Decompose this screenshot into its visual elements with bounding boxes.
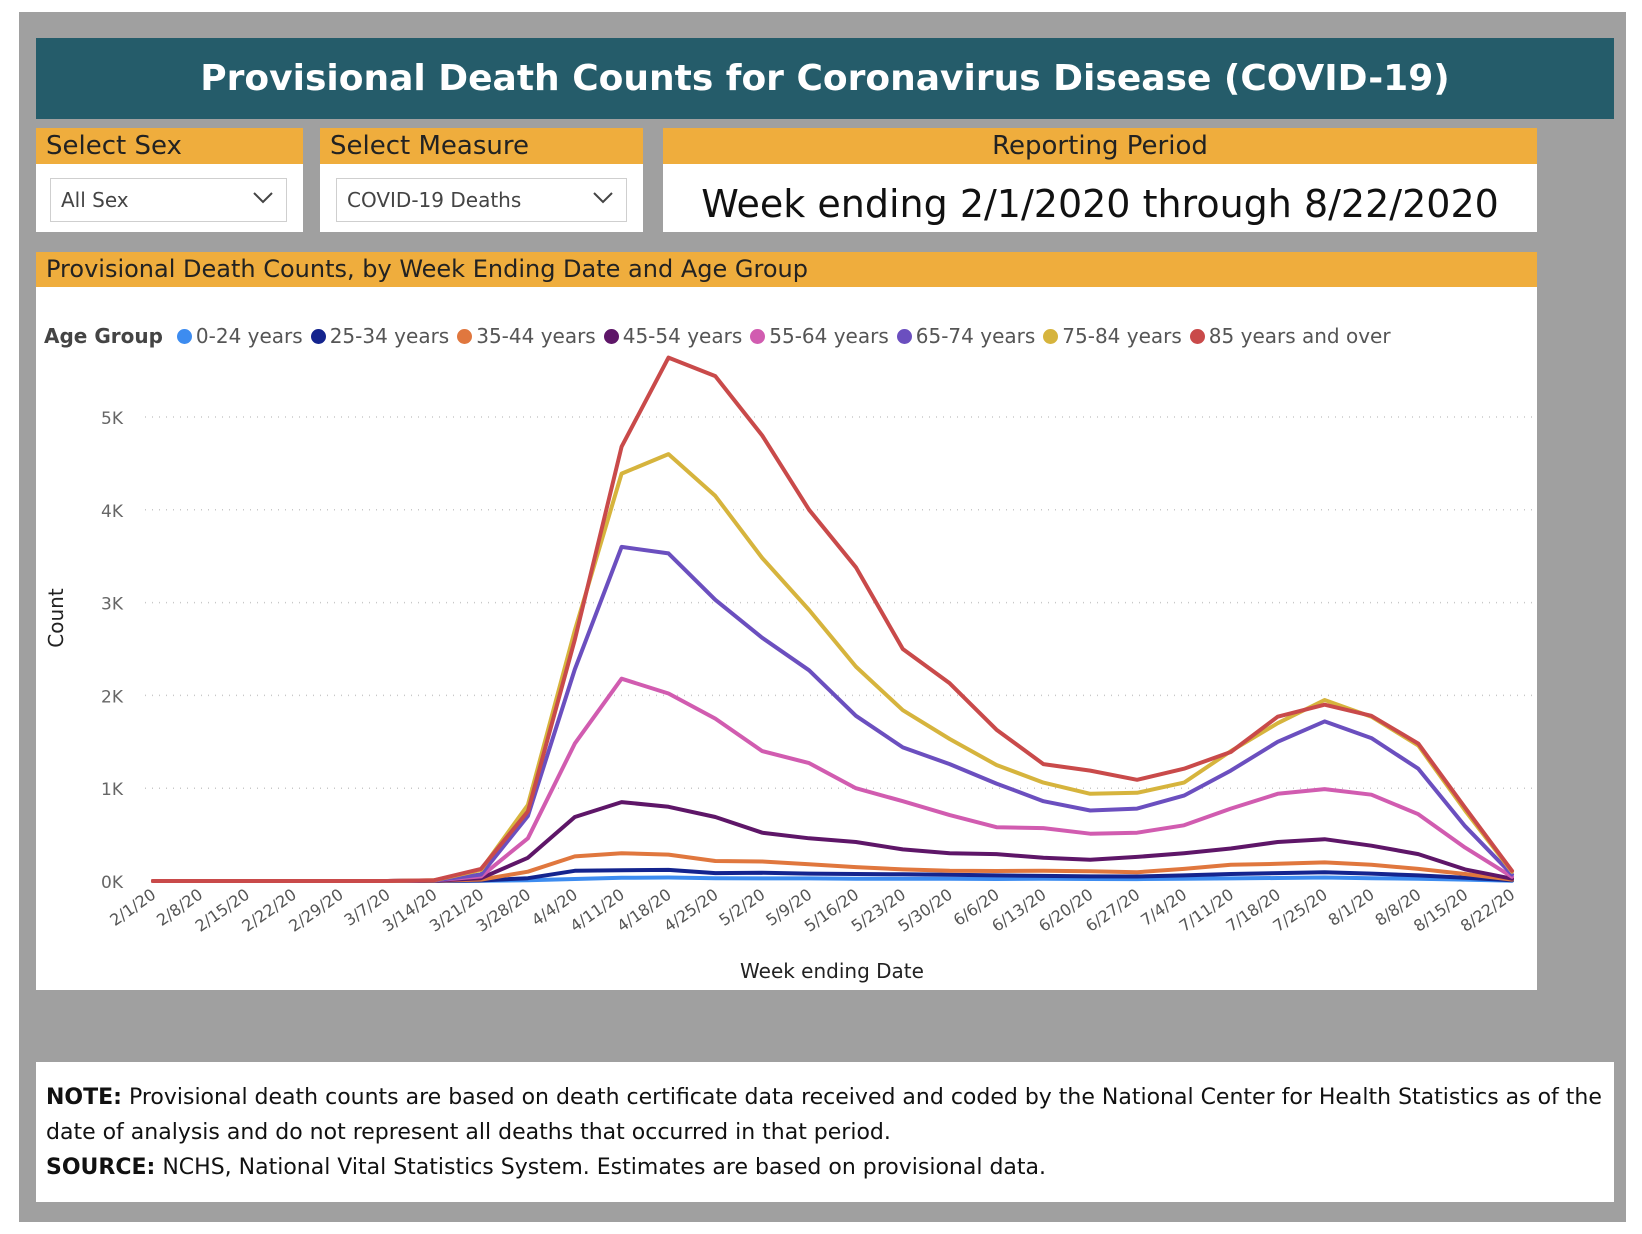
measure-dropdown-value: COVID-19 Deaths — [347, 188, 522, 212]
source-text: NCHS, National Vital Statistics System. … — [162, 1155, 1047, 1180]
x-tick-label: 2/29/20 — [285, 885, 346, 936]
legend-title: Age Group — [44, 324, 163, 348]
measure-filter-label: Select Measure — [320, 128, 643, 164]
chart-legend: Age Group 0-24 years 25-34 years 35-44 yea… — [44, 322, 1399, 350]
legend-label: 0-24 years — [195, 324, 303, 348]
sex-dropdown-value: All Sex — [61, 188, 129, 212]
legend-label: 25-34 years — [329, 324, 450, 348]
y-tick-label: 0K — [101, 873, 124, 893]
series-line-3 — [151, 800, 1514, 883]
page-title-text: Provisional Death Counts for Coronavirus… — [200, 58, 1450, 99]
chevron-down-icon — [593, 192, 613, 204]
legend-dot-icon — [457, 328, 473, 344]
legend-label: 85 years and over — [1208, 324, 1391, 348]
legend-label: 35-44 years — [476, 324, 596, 348]
reporting-period-panel: Reporting Period Week ending 2/1/2020 th… — [663, 128, 1537, 232]
chart-panel-title: Provisional Death Counts, by Week Ending… — [36, 252, 1537, 287]
x-tick-label: 5/30/20 — [895, 885, 956, 936]
x-tick-label: 3/28/20 — [473, 885, 534, 936]
x-tick-label: 7/25/20 — [1269, 885, 1330, 936]
chevron-down-icon — [253, 192, 273, 204]
legend-label: 65-74 years — [915, 324, 1036, 348]
series-line-7 — [151, 355, 1514, 883]
y-tick-label: 3K — [101, 595, 124, 615]
page-title: Provisional Death Counts for Coronavirus… — [36, 38, 1614, 119]
sex-dropdown[interactable]: All Sex — [50, 178, 287, 222]
legend-item[interactable]: 25-34 years — [310, 324, 450, 348]
sex-filter-panel: Select Sex All Sex — [36, 128, 303, 232]
legend-item[interactable]: 55-64 years — [750, 324, 889, 348]
x-tick-label: 4/25/20 — [660, 885, 721, 936]
y-tick-label: 2K — [101, 687, 124, 707]
x-tick-label: 5/2/20 — [715, 885, 768, 930]
reporting-period-label: Reporting Period — [663, 128, 1537, 164]
legend-item[interactable]: 75-84 years — [1043, 324, 1182, 348]
legend-dot-icon — [310, 328, 326, 344]
footnote: NOTE: Provisional death counts are based… — [36, 1062, 1614, 1202]
legend-dot-icon — [176, 328, 192, 344]
legend-label: 75-84 years — [1062, 324, 1182, 348]
series-line-6 — [151, 452, 1514, 883]
chart-panel: Provisional Death Counts, by Week Ending… — [36, 252, 1537, 990]
legend-dot-icon — [603, 328, 619, 344]
legend-dot-icon — [1043, 328, 1059, 344]
legend-dot-icon — [1189, 328, 1205, 344]
legend-dot-icon — [750, 328, 766, 344]
legend-item[interactable]: 0-24 years — [176, 324, 303, 348]
line-chart: 0K1K2K3K4K5K2/1/202/8/202/15/202/22/202/… — [44, 355, 1532, 983]
measure-dropdown[interactable]: COVID-19 Deaths — [336, 178, 627, 222]
note-text: Provisional death counts are based on de… — [46, 1085, 1602, 1145]
x-tick-label: 6/27/20 — [1082, 885, 1143, 936]
y-tick-label: 4K — [101, 502, 124, 522]
reporting-period-value: Week ending 2/1/2020 through 8/22/2020 — [701, 182, 1499, 226]
measure-filter-panel: Select Measure COVID-19 Deaths — [320, 128, 643, 232]
legend-label: 55-64 years — [769, 324, 889, 348]
x-axis-label: Week ending Date — [740, 959, 924, 983]
legend-item[interactable]: 35-44 years — [457, 324, 596, 348]
sex-filter-label: Select Sex — [36, 128, 303, 164]
legend-item[interactable]: 45-54 years — [603, 324, 743, 348]
series-line-5 — [151, 544, 1514, 883]
x-tick-label: 8/22/20 — [1457, 885, 1518, 936]
source-label: SOURCE: — [46, 1155, 156, 1180]
legend-item[interactable]: 65-74 years — [896, 324, 1036, 348]
x-tick-label: 8/1/20 — [1325, 885, 1378, 930]
y-axis-label: Count — [44, 588, 68, 648]
legend-label: 45-54 years — [622, 324, 743, 348]
legend-dot-icon — [896, 328, 912, 344]
note-label: NOTE: — [46, 1085, 122, 1110]
y-tick-label: 1K — [101, 780, 124, 800]
legend-item[interactable]: 85 years and over — [1189, 324, 1391, 348]
y-tick-label: 5K — [101, 409, 124, 429]
